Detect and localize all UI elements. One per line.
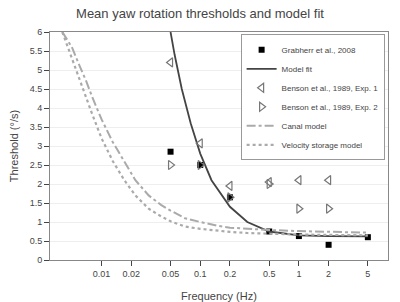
svg-text:Benson et al., 1989, Exp. 2: Benson et al., 1989, Exp. 2 <box>282 103 379 112</box>
svg-text:1: 1 <box>37 217 42 227</box>
svg-text:0.5: 0.5 <box>30 236 43 246</box>
svg-text:Benson et al., 1989, Exp. 1: Benson et al., 1989, Exp. 1 <box>282 84 379 93</box>
svg-text:0: 0 <box>37 255 42 265</box>
svg-text:1.5: 1.5 <box>30 198 43 208</box>
svg-text:5: 5 <box>37 65 42 75</box>
svg-text:2: 2 <box>37 179 42 189</box>
svg-text:1: 1 <box>296 269 301 279</box>
svg-text:Threshold (°/s): Threshold (°/s) <box>8 110 20 182</box>
svg-text:3: 3 <box>37 141 42 151</box>
svg-text:Velocity storage model: Velocity storage model <box>282 141 363 150</box>
svg-text:0.5: 0.5 <box>263 269 276 279</box>
svg-text:5.5: 5.5 <box>30 46 43 56</box>
svg-text:0.02: 0.02 <box>123 269 141 279</box>
svg-text:Grabherr et al., 2008: Grabherr et al., 2008 <box>282 46 356 55</box>
svg-text:Mean yaw rotation thresholds a: Mean yaw rotation thresholds and model f… <box>76 6 324 21</box>
svg-text:0.1: 0.1 <box>194 269 207 279</box>
svg-text:0.05: 0.05 <box>162 269 180 279</box>
svg-text:5: 5 <box>365 269 370 279</box>
svg-text:Model fit: Model fit <box>282 65 313 74</box>
svg-text:Canal model: Canal model <box>282 122 327 131</box>
svg-text:6: 6 <box>37 27 42 37</box>
svg-text:0.2: 0.2 <box>224 269 237 279</box>
svg-text:4.5: 4.5 <box>30 84 43 94</box>
svg-text:4: 4 <box>37 103 42 113</box>
svg-text:3.5: 3.5 <box>30 122 43 132</box>
svg-text:Frequency (Hz): Frequency (Hz) <box>181 290 257 302</box>
svg-text:2: 2 <box>326 269 331 279</box>
svg-text:0.01: 0.01 <box>93 269 111 279</box>
svg-text:2.5: 2.5 <box>30 160 43 170</box>
